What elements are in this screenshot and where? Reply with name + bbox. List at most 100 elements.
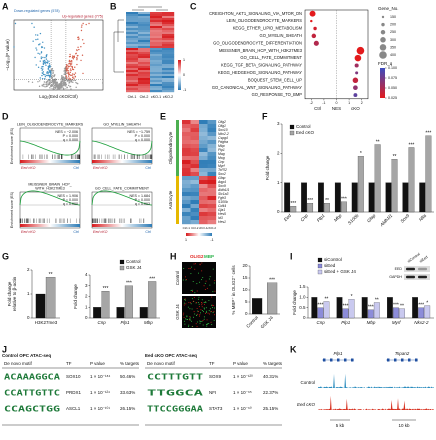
exon: [387, 358, 390, 362]
volcano-point: [53, 74, 56, 77]
bar: [385, 182, 392, 213]
group-label: Ctrl: [73, 230, 79, 234]
gene-label: Mbp: [218, 144, 225, 148]
cell: [204, 308, 206, 310]
volcano-point: [47, 81, 49, 83]
color-scale: [178, 60, 181, 90]
cell: [186, 315, 188, 317]
volcano-point: [67, 70, 70, 72]
volcano-point: [47, 72, 50, 74]
heatmap-cell: [199, 172, 208, 177]
heatmap-cell: [199, 140, 208, 145]
heatmap-cell: [182, 140, 191, 145]
heatmap-cell: [162, 12, 175, 15]
volcano-point: [48, 76, 51, 78]
heatmap-cell: [150, 72, 163, 75]
volcano-point: [43, 47, 46, 49]
significance: ***: [341, 197, 347, 203]
heatmap-cell: [162, 82, 175, 85]
cell: [213, 319, 215, 321]
bar: [419, 182, 426, 213]
table-cell: 1 × 10⁻⁶⁵: [233, 390, 252, 395]
cell: [205, 307, 207, 309]
heatmap-cell: [138, 62, 151, 65]
volcano-point: [31, 22, 33, 25]
color-scale: [186, 233, 212, 236]
heatmap-cell: [190, 128, 200, 133]
es-curve: [91, 190, 153, 206]
volcano-point: [70, 81, 73, 83]
size-legend-dot: [379, 51, 387, 59]
cell: [189, 267, 191, 269]
cell: [184, 298, 186, 300]
cell: [201, 304, 203, 306]
bar: [323, 301, 330, 319]
cell: [211, 307, 213, 309]
gsea-stat: P = 0.000: [135, 134, 150, 138]
cell: [212, 291, 214, 293]
heatmap-cell: [207, 204, 217, 209]
panel-letter: K: [290, 344, 297, 354]
volcano-point: [66, 72, 68, 74]
blot: [404, 266, 430, 272]
term-label: KEGG_ETHER_LIPID_METABOLISM: [233, 26, 303, 31]
cell: [198, 315, 200, 317]
cell: [183, 320, 185, 322]
legend-swatch: [317, 257, 323, 263]
y-tick-label: 10: [242, 287, 248, 292]
cell: [191, 289, 193, 291]
table-title: Eed cKO OPC ATAC-seq: [145, 353, 197, 358]
volcano-point: [35, 47, 37, 49]
heatmap-cell: [182, 172, 191, 177]
sample-label: cKO-2: [163, 95, 173, 99]
heatmap-cell: [199, 124, 208, 129]
band: [406, 267, 415, 271]
volcano-point: [74, 79, 77, 82]
heatmap-cell: [150, 40, 163, 43]
cell: [206, 324, 208, 326]
gsea-stat: NES = 1.906: [58, 194, 78, 198]
x-tick-label: Sox9: [399, 213, 410, 224]
table-cell: 25.15%: [263, 406, 278, 411]
es-curve: [19, 190, 81, 206]
volcano-point: [74, 66, 76, 68]
volcano-point: [36, 34, 39, 36]
cell: [197, 298, 199, 300]
table-title: Control OPC ATAC-seq: [2, 353, 51, 358]
cell: [192, 300, 194, 302]
es-curve: [19, 140, 81, 156]
y-axis-label: % MBP⁺ in OLIG2⁺ cells: [231, 265, 236, 315]
volcano-point: [69, 86, 71, 88]
bar: [348, 299, 355, 319]
term-label: GO_RESPONSE_TO_BMP: [252, 92, 303, 97]
color-tick-label: 0.050: [388, 86, 397, 90]
heatmap-cell: [150, 84, 163, 87]
heatmap-cell: [138, 26, 151, 29]
exon: [401, 358, 404, 362]
cell: [210, 311, 212, 313]
cell: [209, 313, 211, 315]
cell: [207, 323, 209, 325]
gsea-stat: NES = −1.759: [127, 130, 150, 134]
cell: [210, 321, 212, 323]
cell: [212, 311, 214, 313]
volcano-point: [60, 84, 63, 87]
term-label: BOQUEST_STEM_CELL_UP: [248, 77, 302, 82]
volcano-point: [36, 49, 38, 51]
term-label: MEISSNER_BRAIN_HCP_WITH_H3K27ME3: [219, 48, 303, 53]
y-tick-label: 2: [277, 151, 280, 156]
volcano-point: [56, 86, 58, 88]
heatmap-cell: [126, 14, 139, 17]
legend-swatch: [289, 130, 295, 136]
heatmap-cell: [207, 136, 217, 141]
y-tick-label: 2: [27, 267, 30, 272]
cell: [211, 304, 213, 306]
heatmap-cell: [162, 68, 175, 71]
volcano-point: [42, 68, 44, 70]
heatmap-cell: [207, 128, 217, 133]
dot: [356, 46, 365, 55]
down-label: Down-regulated genes (578): [14, 9, 60, 13]
heatmap-cell: [190, 164, 200, 169]
heatmap-cell: [199, 152, 208, 157]
cell: [201, 320, 203, 322]
